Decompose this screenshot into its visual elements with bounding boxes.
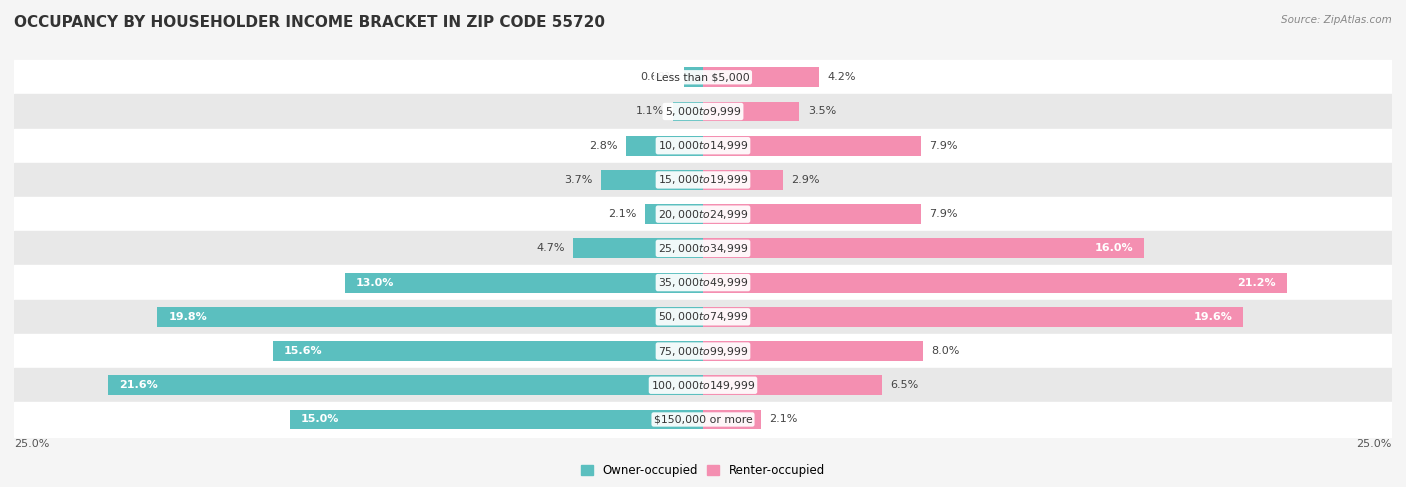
Text: 25.0%: 25.0% [1357,439,1392,449]
Text: 0.68%: 0.68% [641,72,676,82]
Text: 21.6%: 21.6% [118,380,157,390]
Text: 6.5%: 6.5% [890,380,918,390]
Bar [14,94,1392,129]
Text: $15,000 to $19,999: $15,000 to $19,999 [658,173,748,187]
Bar [14,60,1392,94]
Text: $100,000 to $149,999: $100,000 to $149,999 [651,379,755,392]
Bar [14,197,1392,231]
Bar [703,307,1243,327]
Text: $20,000 to $24,999: $20,000 to $24,999 [658,207,748,221]
Bar [703,67,818,87]
Text: $5,000 to $9,999: $5,000 to $9,999 [665,105,741,118]
Text: 25.0%: 25.0% [14,439,49,449]
Bar [703,410,761,430]
Bar [703,239,1144,258]
Text: 3.7%: 3.7% [564,175,593,185]
Bar [703,204,921,224]
Bar [703,136,921,156]
Text: 3.5%: 3.5% [807,107,837,116]
Bar [108,375,703,395]
Bar [703,170,783,190]
Bar [672,102,703,121]
Text: $25,000 to $34,999: $25,000 to $34,999 [658,242,748,255]
Bar [14,231,1392,265]
Bar [703,341,924,361]
Text: $10,000 to $14,999: $10,000 to $14,999 [658,139,748,152]
Bar [626,136,703,156]
Text: 21.2%: 21.2% [1237,278,1277,288]
Bar [703,273,1288,293]
Bar [14,163,1392,197]
Bar [14,368,1392,402]
Bar [14,300,1392,334]
Bar [14,129,1392,163]
Bar [273,341,703,361]
Bar [290,410,703,430]
Text: 19.6%: 19.6% [1194,312,1232,322]
Text: $35,000 to $49,999: $35,000 to $49,999 [658,276,748,289]
Bar [14,265,1392,300]
Text: 2.9%: 2.9% [792,175,820,185]
Text: 8.0%: 8.0% [932,346,960,356]
Legend: Owner-occupied, Renter-occupied: Owner-occupied, Renter-occupied [576,459,830,482]
Text: 13.0%: 13.0% [356,278,394,288]
Bar [157,307,703,327]
Bar [703,375,882,395]
Text: 15.6%: 15.6% [284,346,323,356]
Bar [574,239,703,258]
Text: 15.0%: 15.0% [301,414,339,425]
Text: Less than $5,000: Less than $5,000 [657,72,749,82]
Text: OCCUPANCY BY HOUSEHOLDER INCOME BRACKET IN ZIP CODE 55720: OCCUPANCY BY HOUSEHOLDER INCOME BRACKET … [14,15,605,30]
Bar [600,170,703,190]
Bar [14,334,1392,368]
Text: 16.0%: 16.0% [1094,244,1133,253]
Text: 2.1%: 2.1% [769,414,797,425]
Text: 2.1%: 2.1% [609,209,637,219]
Text: 19.8%: 19.8% [169,312,207,322]
Text: $150,000 or more: $150,000 or more [654,414,752,425]
Bar [14,402,1392,436]
Text: Source: ZipAtlas.com: Source: ZipAtlas.com [1281,15,1392,25]
Bar [703,102,800,121]
Text: 4.7%: 4.7% [537,244,565,253]
Bar [645,204,703,224]
Text: 7.9%: 7.9% [929,209,957,219]
Bar [685,67,703,87]
Text: $75,000 to $99,999: $75,000 to $99,999 [658,344,748,357]
Text: 7.9%: 7.9% [929,141,957,150]
Text: 2.8%: 2.8% [589,141,617,150]
Text: 4.2%: 4.2% [827,72,855,82]
Bar [344,273,703,293]
Text: $50,000 to $74,999: $50,000 to $74,999 [658,310,748,323]
Text: 1.1%: 1.1% [636,107,665,116]
